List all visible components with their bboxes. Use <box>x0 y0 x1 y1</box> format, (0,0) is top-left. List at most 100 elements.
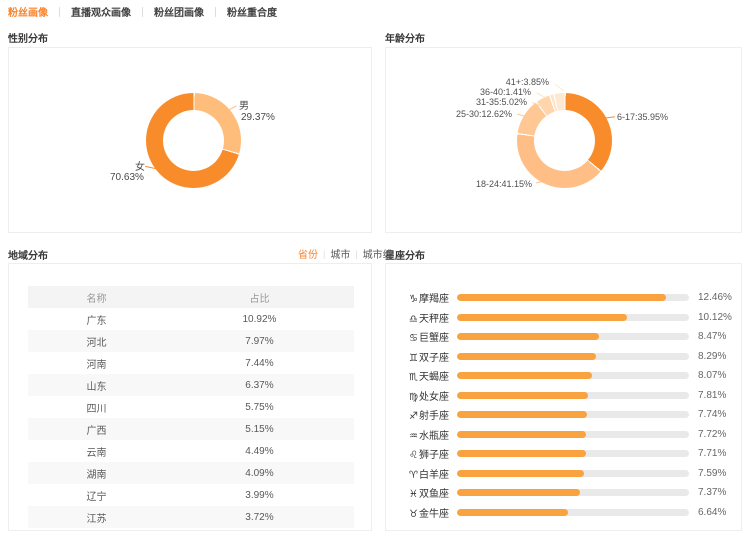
leader-line <box>554 83 565 92</box>
age-chart-card: 41+:3.85% 36-40:1.41% 31-35:5.02% 25-30:… <box>385 47 742 233</box>
tab-fan-overlap[interactable]: 粉丝重合度 <box>227 8 277 19</box>
zodiac-sign-icon: ♏ <box>409 372 418 384</box>
region-name-cell: 云南 <box>86 447 107 459</box>
region-percent-cell: 4.09% <box>245 467 274 479</box>
zodiac-row: ♋巨蟹座 8.47% <box>386 327 743 347</box>
region-col-name: 名称 <box>28 286 165 308</box>
region-percent-cell: 7.97% <box>245 335 274 347</box>
zodiac-name-label: ♍处女座 <box>409 391 449 403</box>
zodiac-bar-track <box>457 489 689 497</box>
zodiac-sign-icon: ♌ <box>409 450 418 462</box>
zodiac-percent-label: 8.47% <box>698 331 727 343</box>
zodiac-sign-icon: ♓ <box>409 489 418 501</box>
zodiac-name-label: ♒水瓶座 <box>409 430 449 442</box>
region-percent-cell: 6.37% <box>245 379 274 391</box>
zodiac-name-label: ♏天蝎座 <box>409 372 449 384</box>
gender-female-percent: 70.63% <box>110 172 144 183</box>
leader-line <box>226 105 237 112</box>
zodiac-sign-icon: ♈ <box>409 469 418 481</box>
region-table-card: 名称 占比 广东 10.92% 河北 7.97% 河南 7.44% 山东 6.37% 四川 5.7… <box>8 263 372 531</box>
zodiac-bar-fill <box>457 352 596 360</box>
zodiac-sign-icon: ♒ <box>409 430 418 442</box>
region-name-cell: 河南 <box>86 359 107 371</box>
region-table: 名称 占比 广东 10.92% 河北 7.97% 河南 7.44% 山东 6.37% 四川 5.7… <box>28 286 354 528</box>
zodiac-name-label: ♐射手座 <box>409 411 449 423</box>
zodiac-row: ♏天蝎座 8.07% <box>386 366 743 386</box>
region-percent-cell: 10.92% <box>242 313 277 325</box>
zodiac-bar-track <box>457 430 689 438</box>
region-table-row: 湖南 4.09% <box>28 462 354 484</box>
region-name-cell: 山东 <box>86 381 107 393</box>
leader-line <box>603 116 616 119</box>
zodiac-bar-fill <box>457 294 666 302</box>
zodiac-bar-track <box>457 333 689 341</box>
region-name-cell: 四川 <box>86 403 107 415</box>
region-table-row: 广西 5.15% <box>28 418 354 440</box>
zodiac-bar-fill <box>457 469 585 477</box>
region-name-cell: 广东 <box>86 315 107 327</box>
gender-chart-card: 男 29.37% 女 70.63% <box>8 47 372 233</box>
region-tab-divider: | <box>323 248 326 259</box>
region-table-row: 四川 5.75% <box>28 396 354 418</box>
region-table-row: 河南 7.44% <box>28 352 354 374</box>
zodiac-sign-icon: ♎ <box>409 313 418 325</box>
zodiac-percent-label: 6.64% <box>698 506 727 518</box>
top-tab-bar: 粉丝画像 直播观众画像 粉丝团画像 粉丝重合度 <box>8 4 277 19</box>
zodiac-bar-track <box>457 508 689 516</box>
zodiac-bar-fill <box>457 391 588 399</box>
region-table-header-row: 名称 占比 <box>28 286 354 308</box>
region-tab-city[interactable]: 城市 <box>330 250 351 261</box>
tab-divider <box>215 6 216 17</box>
zodiac-row: ♓双鱼座 7.37% <box>386 483 743 503</box>
zodiac-bar-fill <box>457 508 569 516</box>
zodiac-row: ♍处女座 7.81% <box>386 386 743 406</box>
region-percent-cell: 4.49% <box>245 445 274 457</box>
region-percent-cell: 5.15% <box>245 423 274 435</box>
region-percent-cell: 5.75% <box>245 401 274 413</box>
zodiac-percent-label: 8.29% <box>698 350 727 362</box>
age-segment-label: 25-30:12.62% <box>455 109 512 119</box>
age-segment-label: 36-40:1.41% <box>479 87 531 97</box>
region-name-cell: 江苏 <box>86 513 107 525</box>
zodiac-bar-fill <box>457 430 587 438</box>
zodiac-sign-icon: ♊ <box>409 352 418 364</box>
region-percent-cell: 7.44% <box>245 357 274 369</box>
zodiac-bar-track <box>457 469 689 477</box>
zodiac-row: ♑摩羯座 12.46% <box>386 288 743 308</box>
region-table-row: 云南 4.49% <box>28 440 354 462</box>
region-tab-city-tier[interactable]: 城市线 <box>362 250 393 261</box>
region-table-row: 河北 7.97% <box>28 330 354 352</box>
zodiac-bar-fill <box>457 450 587 458</box>
zodiac-bar-track <box>457 372 689 380</box>
zodiac-row: ♈白羊座 7.59% <box>386 464 743 484</box>
zodiac-sign-icon: ♉ <box>409 508 418 520</box>
zodiac-section-title: 星座分布 <box>385 251 425 262</box>
age-segment-label: 18-24:41.15% <box>475 179 532 189</box>
zodiac-sign-icon: ♑ <box>409 294 418 306</box>
region-percent-cell: 3.99% <box>245 489 274 501</box>
zodiac-row: ♌狮子座 7.71% <box>386 444 743 464</box>
region-section-title: 地域分布 <box>8 251 48 262</box>
tab-live-audience-portrait[interactable]: 直播观众画像 <box>71 8 131 19</box>
tab-fanclub-portrait[interactable]: 粉丝团画像 <box>154 8 204 19</box>
age-donut-chart <box>517 93 612 188</box>
tab-divider <box>59 6 60 17</box>
zodiac-bar-track <box>457 313 689 321</box>
zodiac-bar-fill <box>457 411 587 419</box>
region-col-percent: 占比 <box>164 286 354 308</box>
zodiac-percent-label: 10.12% <box>698 311 732 323</box>
region-tab-bar: 省份 | 城市 | 城市线 <box>298 246 393 262</box>
zodiac-percent-label: 7.72% <box>698 428 727 440</box>
zodiac-name-label: ♌狮子座 <box>409 450 449 462</box>
zodiac-sign-icon: ♐ <box>409 411 418 423</box>
zodiac-bar-fill <box>457 313 627 321</box>
zodiac-percent-label: 8.07% <box>698 370 727 382</box>
zodiac-bar-track <box>457 391 689 399</box>
tab-fan-portrait[interactable]: 粉丝画像 <box>8 8 48 19</box>
region-name-cell: 广西 <box>86 425 107 437</box>
zodiac-percent-label: 7.59% <box>698 467 727 479</box>
age-segment-label: 6-17:35.95% <box>617 112 669 122</box>
tab-divider <box>142 6 143 17</box>
region-tab-province[interactable]: 省份 <box>298 250 318 261</box>
gender-male-label: 男 <box>239 101 249 112</box>
